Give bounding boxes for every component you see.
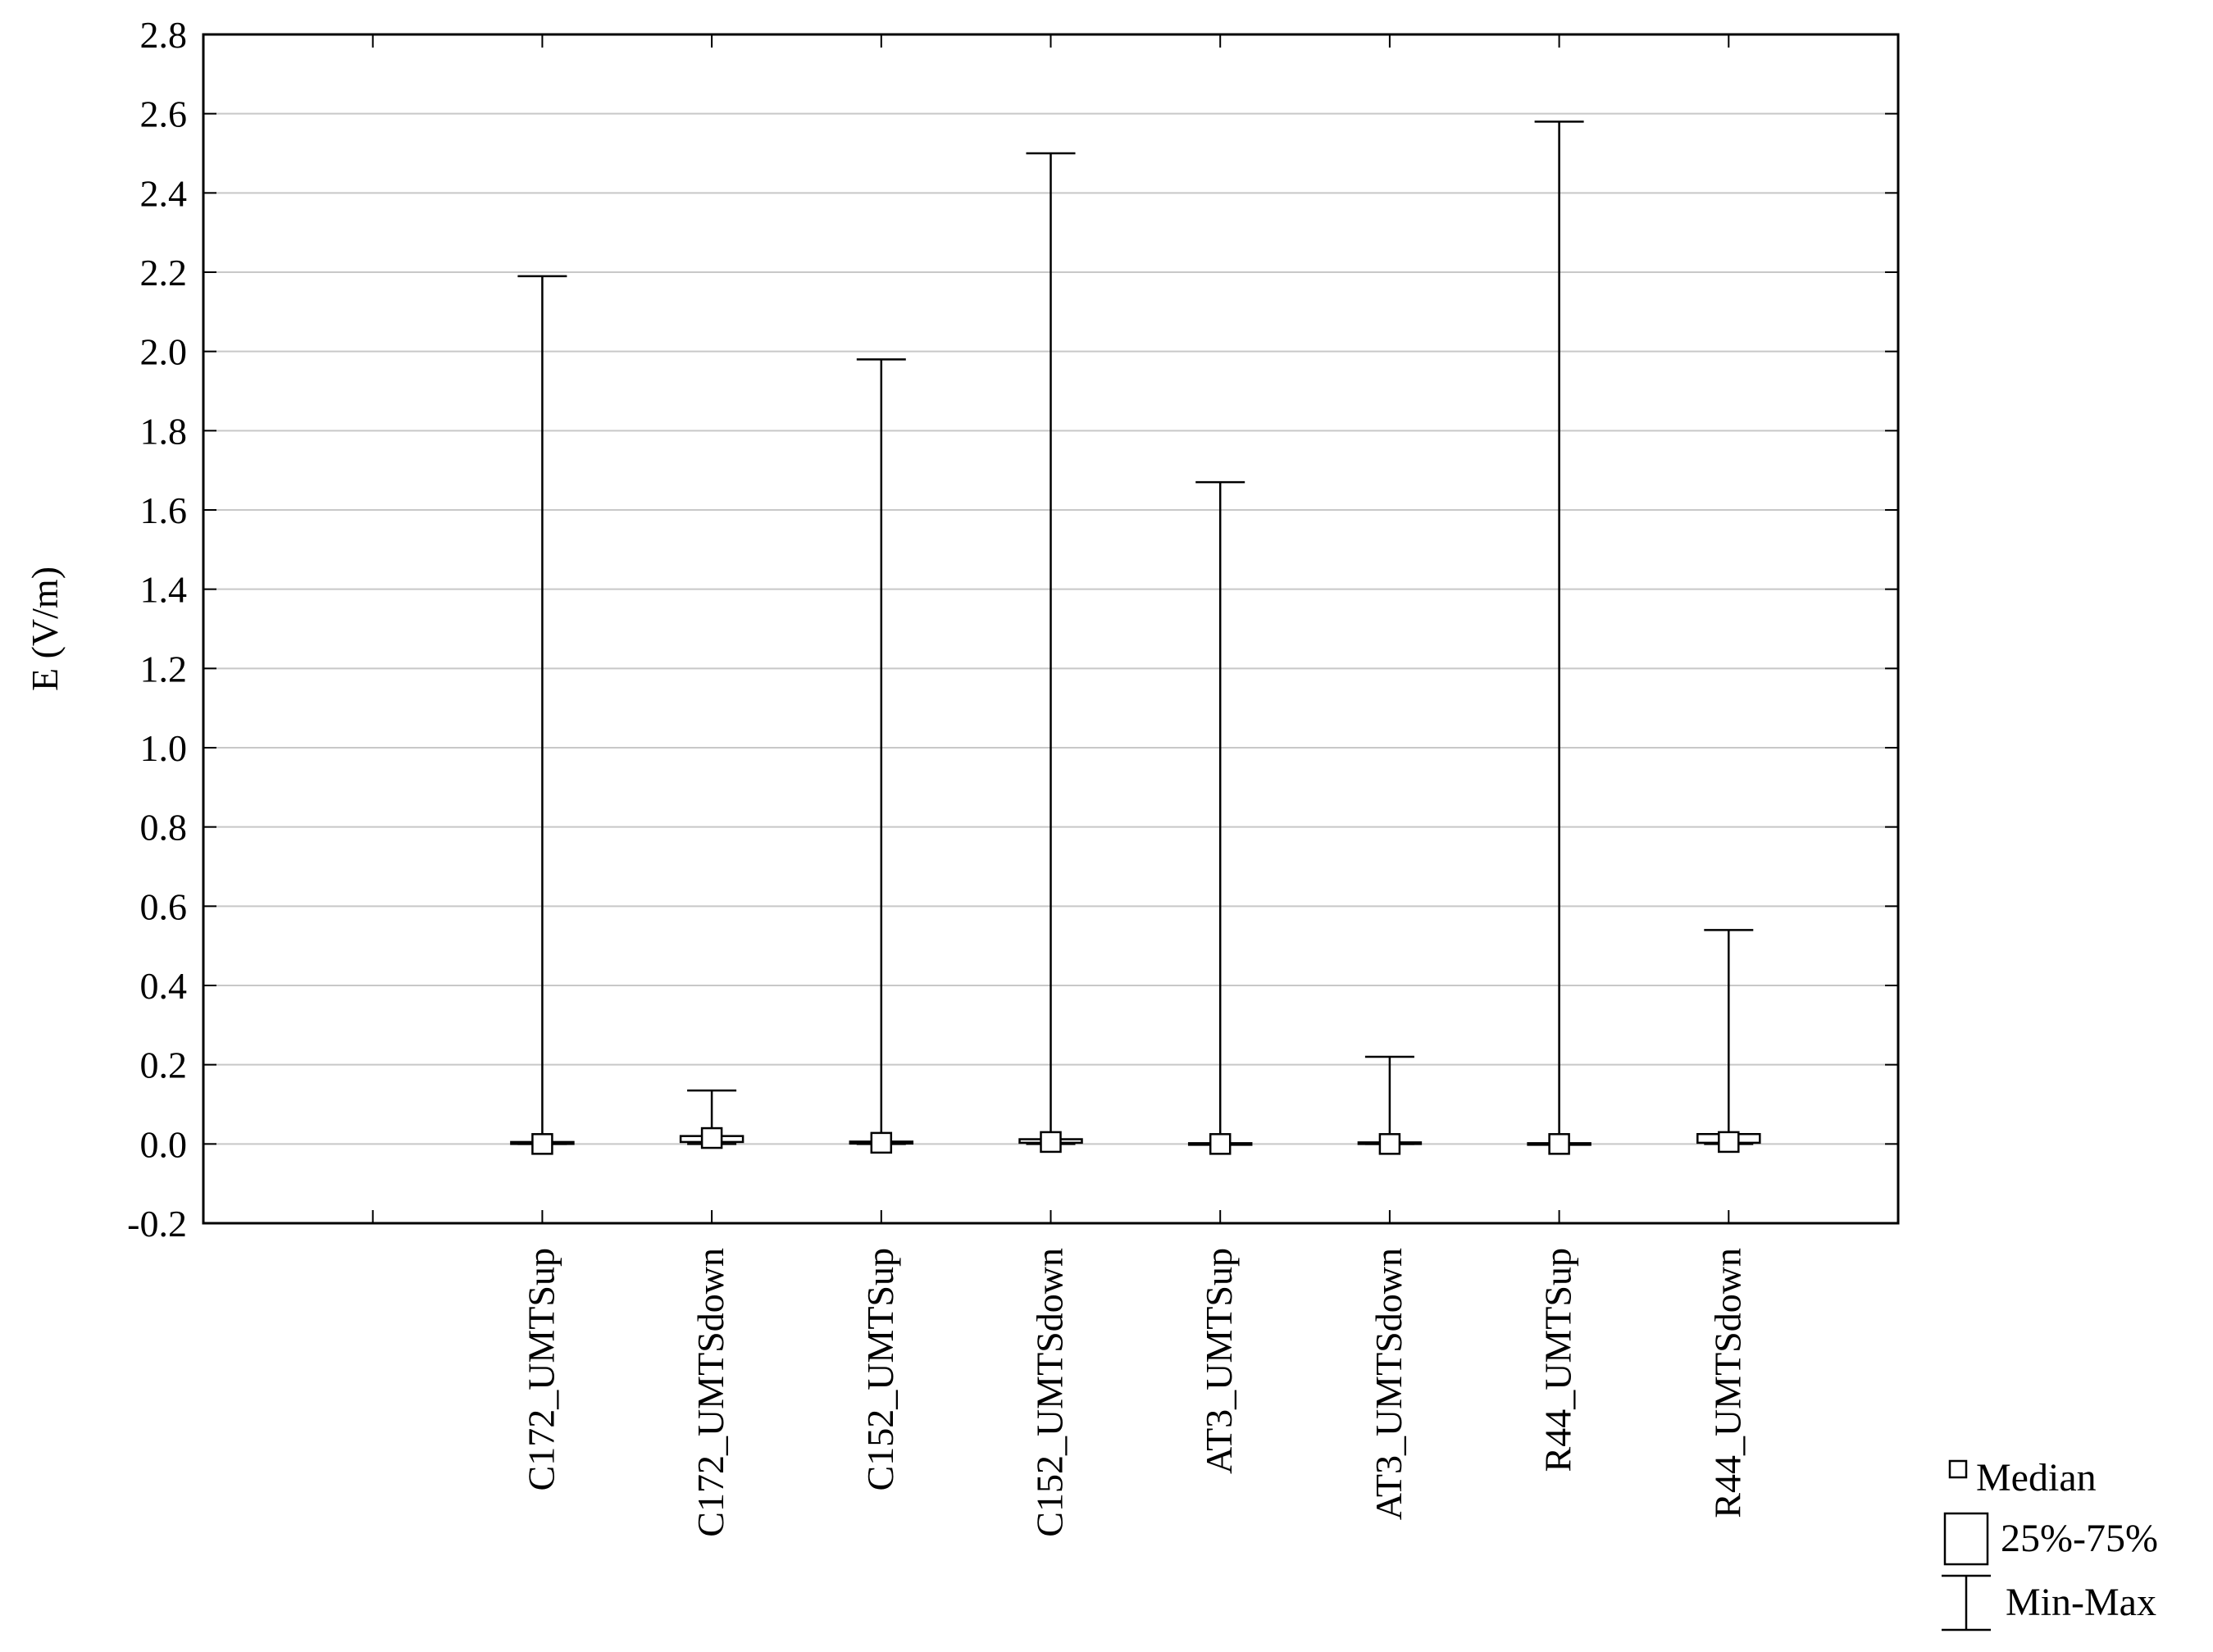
y-tick-label: 1.0 [140, 727, 188, 769]
median-marker [700, 1126, 723, 1149]
x-category-label: R44_UMTSup [1537, 1248, 1579, 1472]
y-tick-label: 0.2 [140, 1044, 188, 1086]
median-marker [1548, 1133, 1570, 1155]
box-marks [510, 121, 1761, 1155]
median-marker [1718, 1131, 1740, 1154]
x-axis: C172_UMTSup C172_UMTSdown C152_UMTSup C152_… [371, 34, 1748, 1537]
y-tick-label: 2.0 [140, 331, 188, 373]
y-tick-label: 2.4 [140, 172, 188, 214]
legend: Median 25%-75% Min-Max [1942, 1456, 2158, 1632]
x-category-label: AT3_UMTSdown [1368, 1248, 1409, 1520]
y-tick-label: 0.8 [140, 807, 188, 849]
y-tick-label: 0.4 [140, 965, 188, 1007]
y-tick-label: 1.6 [140, 489, 188, 531]
y-tick-label: 0.0 [140, 1123, 188, 1165]
median-marker [1040, 1131, 1062, 1154]
y-axis: -0.2 0.0 0.2 0.4 0.6 0.8 1.0 1.2 1.4 1.6 1.8 2.0 2.2… [127, 14, 1898, 1245]
legend-label-median: Median [1976, 1456, 2097, 1500]
y-tick-label: -0.2 [127, 1203, 187, 1245]
legend-label-iqr: 25%-75% [2001, 1517, 2158, 1560]
box-AT3_UMTSup [1187, 480, 1253, 1155]
median-marker [870, 1131, 893, 1154]
whisker-icon [1942, 1574, 1991, 1632]
box-R44_UMTSup [1527, 121, 1591, 1155]
y-axis-title: E (V/m) [24, 567, 66, 691]
y-tick-label: 2.6 [140, 93, 188, 135]
y-tick-label: 2.2 [140, 252, 188, 294]
x-category-label: AT3_UMTSup [1198, 1248, 1240, 1474]
median-marker [1209, 1133, 1232, 1155]
x-category-label: R44_UMTSdown [1706, 1248, 1748, 1518]
x-category-label: C152_UMTSdown [1029, 1248, 1071, 1537]
y-tick-label: 1.4 [140, 569, 188, 611]
x-category-label: C152_UMTSup [859, 1248, 901, 1490]
median-square-icon [1948, 1459, 1968, 1479]
box-C152_UMTSdown [1018, 152, 1083, 1154]
box-C172_UMTSup [510, 275, 575, 1155]
box-rect-icon [1943, 1512, 1989, 1566]
box-AT3_UMTSdown [1357, 1055, 1423, 1155]
x-category-label: C172_UMTSdown [690, 1248, 731, 1537]
box-C172_UMTSdown [679, 1089, 744, 1149]
box-R44_UMTSdown [1696, 929, 1761, 1154]
y-tick-label: 0.6 [140, 885, 188, 927]
legend-label-minmax: Min-Max [2006, 1581, 2156, 1624]
y-tick-label: 2.8 [140, 14, 188, 56]
median-marker [531, 1133, 553, 1155]
box-C152_UMTSup [849, 358, 914, 1154]
x-category-label: C172_UMTSup [520, 1248, 562, 1490]
y-tick-label: 1.8 [140, 410, 188, 452]
y-tick-label: 1.2 [140, 648, 188, 689]
median-marker [1378, 1133, 1401, 1155]
